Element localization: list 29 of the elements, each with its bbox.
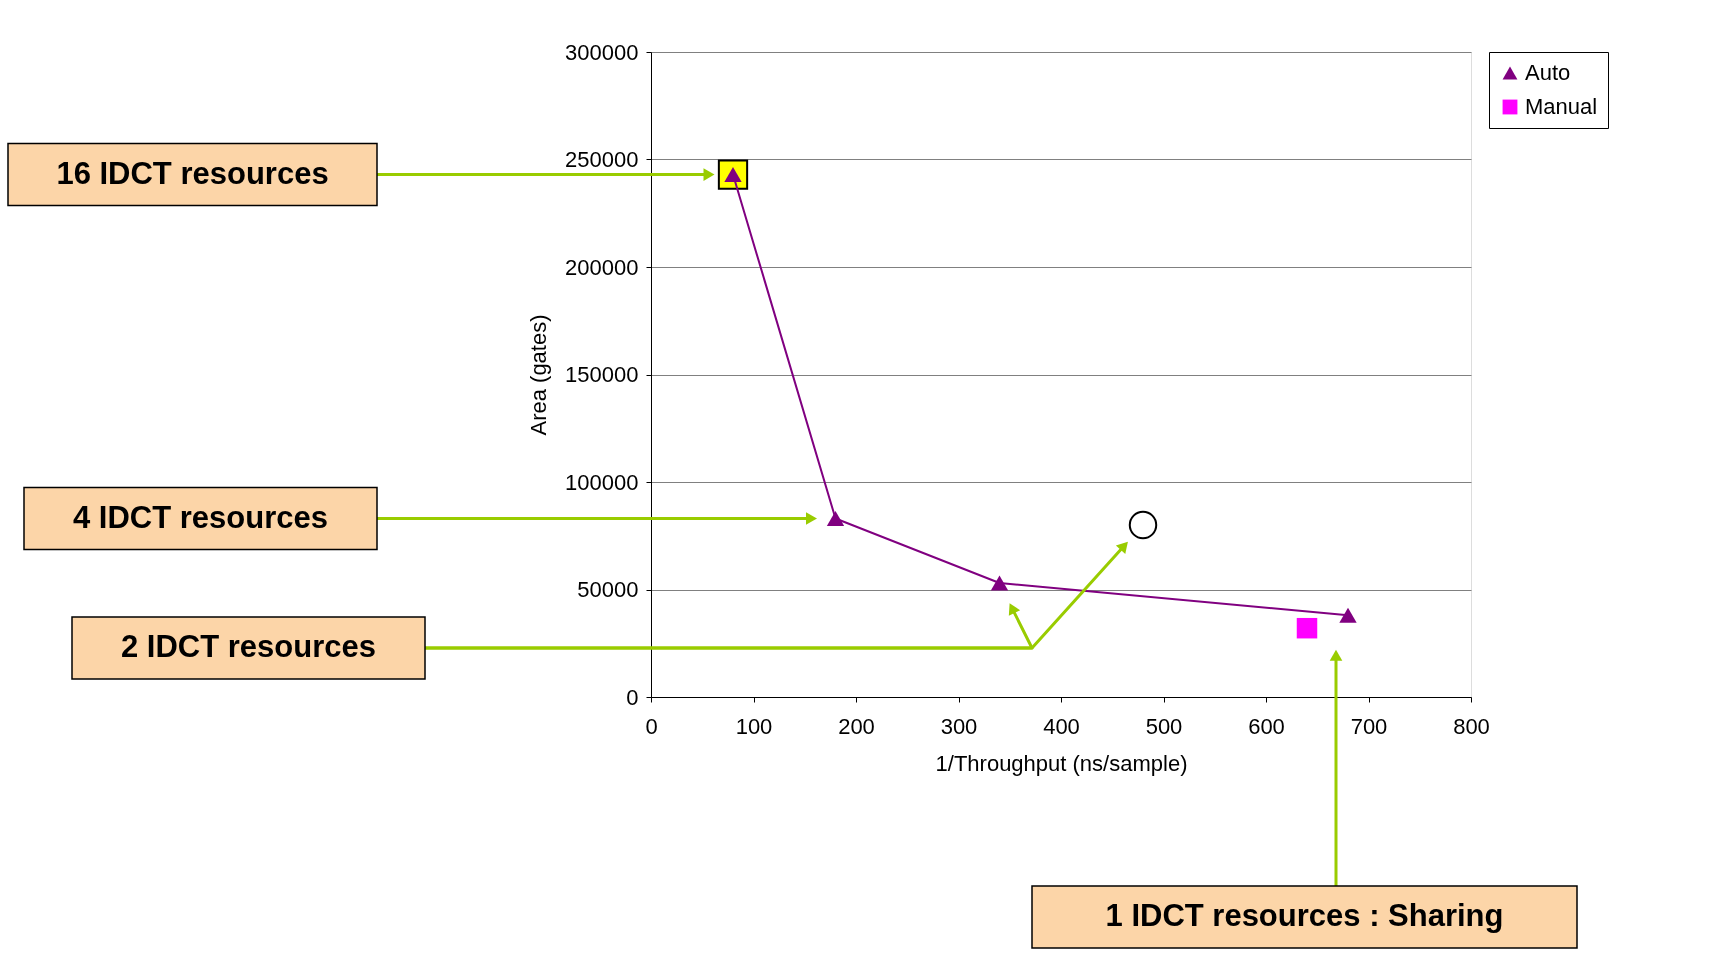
- y-tick-label: 100000: [565, 469, 639, 495]
- y-tick-label: 150000: [565, 362, 639, 387]
- legend-label: Auto: [1525, 60, 1571, 85]
- x-tick-label: 100: [735, 713, 773, 739]
- point: [1339, 607, 1357, 623]
- text: 4 IDCT resources: [73, 499, 328, 535]
- x-tick-label: 0: [645, 713, 658, 739]
- legend-label: Manual: [1525, 94, 1598, 119]
- y-tick-label: 200000: [565, 254, 639, 280]
- x-tick-label: 300: [940, 713, 978, 739]
- point: [1296, 617, 1318, 639]
- text: 16 IDCT resources: [56, 155, 329, 191]
- x-tick-label: 700: [1350, 713, 1388, 739]
- x-tick-label: 400: [1043, 713, 1080, 739]
- text: 1 IDCT resources : Sharing: [1105, 898, 1504, 933]
- x-tick-label: 800: [1453, 713, 1490, 739]
- y-tick-label: 250000: [565, 147, 639, 172]
- point: [826, 511, 845, 527]
- text: 2 IDCT resources: [121, 629, 376, 664]
- x-tick-label: 200: [838, 713, 875, 739]
- x-axis-title: 1/Throughput (ns/sample): [935, 750, 1188, 776]
- point: [990, 575, 1009, 591]
- y-axis-title: Area (gates): [526, 314, 552, 436]
- point: [1128, 510, 1158, 540]
- y-tick-label: 0: [626, 684, 639, 710]
- x-tick-label: 600: [1248, 713, 1285, 739]
- y-tick-label: 50000: [577, 577, 639, 602]
- y-tick-label: 300000: [565, 39, 639, 65]
- x-tick-label: 500: [1145, 713, 1183, 739]
